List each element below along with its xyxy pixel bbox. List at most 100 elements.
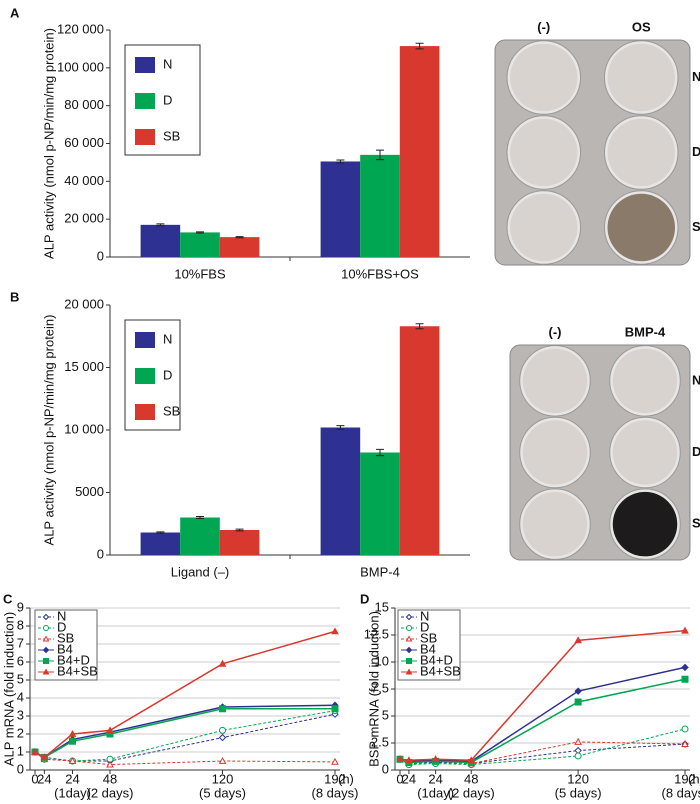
well — [522, 420, 588, 485]
y-tick-label: 20 000 — [64, 211, 104, 226]
marker — [681, 725, 689, 733]
y-tick-label: 2.5 — [371, 734, 389, 749]
y-tick-label: 0 — [97, 546, 104, 561]
well — [522, 348, 588, 414]
x-tick-label: 24 — [65, 771, 79, 786]
legend-label: N — [163, 331, 172, 346]
marker — [69, 737, 76, 745]
y-tick-label: 20 000 — [64, 296, 104, 311]
y-axis-label: ALP activity (nmol p-NP/min/mg protein) — [41, 315, 56, 546]
error-bar — [235, 528, 244, 532]
legend-marker — [42, 613, 50, 621]
y-tick-label: 80 000 — [64, 97, 104, 112]
error-bar — [376, 448, 384, 457]
y-axis-label: ALP activity (nmol p-NP/min/mg protein) — [41, 28, 56, 259]
marker — [681, 663, 689, 672]
error-bar — [415, 42, 424, 50]
legend-label: B4 — [420, 641, 436, 656]
bar — [360, 154, 400, 257]
x-tick-label: 10%FBS — [174, 266, 226, 281]
legend-label: D — [57, 619, 66, 634]
marker — [574, 687, 582, 695]
line — [34, 710, 336, 762]
line — [34, 704, 336, 759]
panel-letter: D — [360, 591, 369, 606]
y-tick-label: 0 — [17, 761, 24, 776]
x-sublabel: (2 days) — [448, 785, 495, 800]
x-tick-label: 24 — [402, 771, 416, 786]
well — [607, 118, 675, 187]
marker — [396, 755, 404, 763]
error-bar — [235, 236, 244, 239]
well — [612, 491, 678, 557]
legend-marker — [405, 613, 413, 621]
x-tick-label: Ligand (–) — [171, 564, 230, 579]
error-bar — [156, 223, 165, 227]
bar — [219, 237, 260, 257]
plate-row-label: D — [692, 144, 700, 159]
line — [34, 713, 336, 762]
legend-label: B4+SB — [420, 663, 461, 678]
legend-marker — [406, 625, 413, 631]
marker — [31, 747, 39, 755]
x-tick-label: 120 — [212, 771, 234, 786]
marker — [574, 752, 582, 760]
marker — [331, 705, 339, 713]
bar — [360, 452, 400, 555]
bar — [140, 532, 181, 555]
marker — [405, 756, 413, 764]
y-tick-label: 15 000 — [64, 359, 104, 374]
error-bar — [376, 149, 384, 161]
well — [612, 420, 678, 485]
legend-label: D — [163, 367, 172, 382]
marker — [574, 636, 582, 644]
legend-label: B4+D — [57, 652, 90, 667]
y-tick-label: 5 — [17, 671, 24, 686]
x-tick-label: 0 — [31, 771, 38, 786]
legend-swatch — [135, 93, 155, 109]
y-tick-label: 12.5 — [364, 626, 389, 641]
marker — [681, 740, 689, 747]
legend-label: N — [420, 608, 429, 623]
legend-label: SB — [420, 630, 437, 645]
legend-swatch — [135, 404, 155, 420]
x-tick-label: 24 — [37, 771, 51, 786]
y-tick-label: 8 — [17, 617, 24, 632]
legend-swatch — [135, 57, 155, 73]
error-bar — [156, 531, 165, 534]
x-axis-label: (h) — [688, 771, 700, 786]
x-tick-label: 24 — [428, 771, 442, 786]
legend-label: SB — [163, 403, 180, 418]
bar — [140, 224, 181, 257]
legend-label: D — [163, 92, 172, 107]
well — [510, 118, 578, 187]
y-tick-label: 0 — [97, 248, 104, 263]
y-tick-label: 10 — [375, 653, 389, 668]
y-tick-label: 9 — [17, 599, 24, 614]
x-sublabel: (5 days) — [555, 785, 602, 800]
legend-marker — [405, 646, 413, 654]
marker — [467, 756, 476, 764]
marker — [106, 726, 114, 734]
x-tick-label: 48 — [103, 771, 117, 786]
plate-row-label: N — [692, 372, 700, 387]
marker — [218, 659, 227, 667]
line — [399, 743, 686, 765]
panel-letter: A — [10, 5, 20, 20]
legend-swatch — [135, 129, 155, 145]
marker — [106, 760, 114, 768]
line — [34, 751, 336, 766]
y-tick-label: 40 000 — [64, 173, 104, 188]
marker — [106, 755, 114, 763]
legend-swatch — [135, 368, 155, 384]
error-bar — [196, 231, 204, 234]
legend-label: N — [57, 608, 66, 623]
bar — [320, 427, 361, 555]
plate-row-label: N — [692, 69, 700, 84]
error-bar — [336, 425, 345, 430]
plate-row-label: SB — [692, 219, 700, 234]
legend-swatch — [135, 332, 155, 348]
legend-marker — [42, 635, 50, 642]
x-tick-label: 0 — [396, 771, 403, 786]
